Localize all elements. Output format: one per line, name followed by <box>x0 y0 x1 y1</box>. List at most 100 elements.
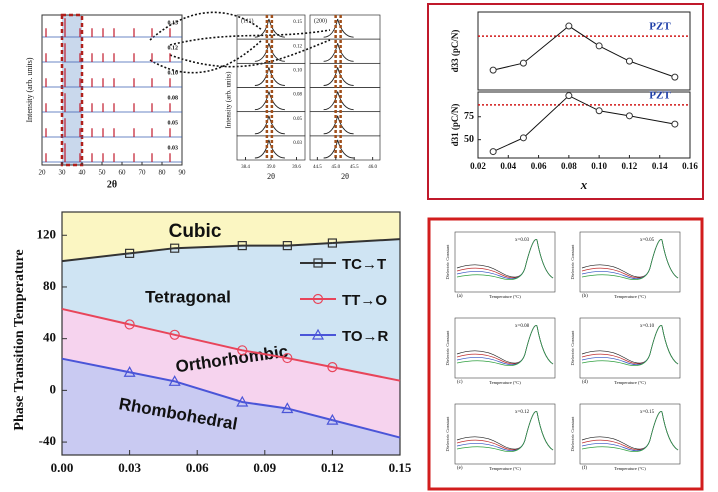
mini-curve <box>581 325 679 366</box>
data-point <box>326 413 339 425</box>
data-line <box>129 242 333 255</box>
frame <box>427 3 704 200</box>
peak <box>254 67 285 86</box>
mini-frame <box>454 403 556 465</box>
mini-curve <box>456 239 554 279</box>
data-point <box>237 241 247 251</box>
sample-label: 0.05 <box>168 121 179 127</box>
x-tick-label: 0.15 <box>389 460 412 475</box>
panel-label: (a) <box>457 294 463 299</box>
panel-note: x=0.03 <box>515 238 530 243</box>
peak <box>254 18 285 38</box>
data-point <box>327 362 338 373</box>
mini-curve <box>456 239 554 279</box>
mini-curve <box>581 325 679 365</box>
x-tick-label: 0.03 <box>118 460 141 475</box>
mini-frame <box>579 317 681 379</box>
panel-row <box>309 135 381 161</box>
data-point <box>671 120 679 128</box>
mini-curve <box>456 325 554 366</box>
x-tick-label: 0.14 <box>652 161 668 171</box>
x-tick-label: 0.12 <box>622 161 638 171</box>
annotation: PZT <box>649 21 671 33</box>
sample-label: 0.05 <box>293 117 302 122</box>
data-point <box>281 402 294 414</box>
peak <box>254 43 285 62</box>
legend-label: TC→T <box>342 256 386 273</box>
panel-label: (e) <box>457 466 463 471</box>
panel-label: (c) <box>457 380 463 385</box>
phase-region <box>62 212 400 262</box>
mini-curve <box>456 411 554 451</box>
mini-curve <box>581 239 679 279</box>
data-line <box>129 371 333 422</box>
mini-curve <box>581 325 679 365</box>
y-axis-label: Phase Transition Temperature <box>12 249 27 430</box>
plot-frame <box>477 91 691 159</box>
data-point <box>311 328 325 340</box>
panel-label: (d) <box>582 380 588 385</box>
x-tick-label: 0.06 <box>186 460 209 475</box>
mini-curve <box>456 411 554 451</box>
data-point <box>565 22 573 30</box>
mini-curve <box>456 239 554 280</box>
y-axis-label: Intensity (arb. units) <box>225 71 233 129</box>
phase-region <box>62 358 400 455</box>
y-tick-label: 80 <box>43 278 56 293</box>
mini-curve <box>456 411 554 452</box>
data-point <box>565 92 573 100</box>
x-tick-label: 0.00 <box>51 460 74 475</box>
peak <box>323 139 354 159</box>
peak <box>323 43 354 62</box>
panel-note: x=0.08 <box>515 324 530 329</box>
x-tick-label: 45.5 <box>350 165 359 170</box>
peak <box>323 91 354 111</box>
boundary-extension <box>61 238 401 263</box>
data-point <box>519 59 527 67</box>
x-tick-label: 0.06 <box>531 161 547 171</box>
y-axis-label: d31 (pC/N) <box>450 104 460 147</box>
x-tick-label: 40 <box>79 169 87 177</box>
panel-label: (b) <box>582 294 588 299</box>
y-axis-label: Dielectric Constant <box>570 330 575 366</box>
data-line <box>129 323 333 369</box>
plot-frame <box>477 11 691 91</box>
phase-region <box>62 308 400 438</box>
y-axis-label: Dielectric Constant <box>445 244 450 280</box>
mini-frame <box>454 317 556 379</box>
panel-label: (f) <box>582 466 587 471</box>
x-tick-label: 39.6 <box>292 165 301 170</box>
data-point <box>124 248 135 258</box>
data-point <box>236 395 249 407</box>
y-axis-label: Dielectric Constant <box>570 244 575 280</box>
x-tick-label: 39.0 <box>267 165 276 170</box>
peak <box>323 115 354 135</box>
x-axis-label: 2θ <box>107 179 117 190</box>
peak <box>254 139 285 159</box>
data-point <box>489 66 497 74</box>
peak <box>323 18 354 38</box>
data-point <box>595 42 603 50</box>
mini-curve <box>456 239 554 279</box>
y-tick-label: 120 <box>37 226 57 241</box>
panel-row <box>309 87 381 113</box>
mini-curve <box>581 239 679 279</box>
x-tick-label: 0.09 <box>253 460 276 475</box>
x-axis-label: x <box>580 177 588 192</box>
mini-curve <box>581 411 679 451</box>
x-axis-label: 2θ <box>267 172 275 181</box>
x-tick-label: 46.0 <box>368 165 377 170</box>
y-tick-label: 75 <box>464 111 474 122</box>
data-point <box>282 241 292 251</box>
annotation: PZT <box>649 89 671 101</box>
x-tick-label: 60 <box>119 169 127 177</box>
plot-frame <box>61 211 401 456</box>
x-tick-label: 0.04 <box>500 161 516 171</box>
data-point <box>170 243 180 253</box>
y-axis-label: Dielectric Constant <box>445 416 450 452</box>
boundary-extension <box>61 357 401 439</box>
panel-row <box>309 62 381 88</box>
mini-curve <box>581 411 679 452</box>
sample-label: 0.12 <box>293 44 302 49</box>
data-point <box>519 134 527 142</box>
